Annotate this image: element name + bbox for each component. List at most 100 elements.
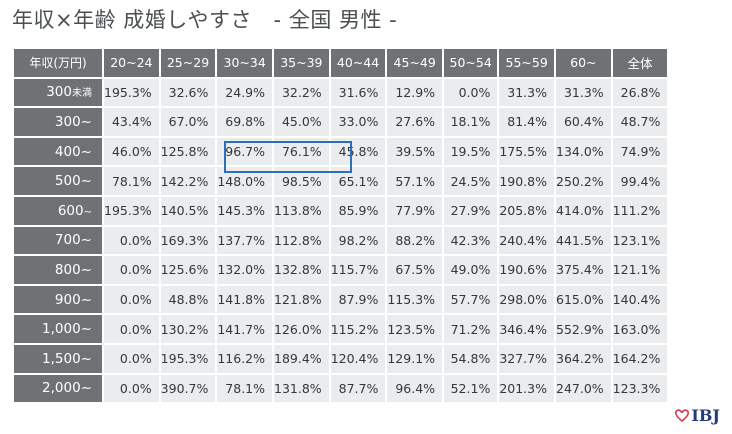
table-cell: 137.7% xyxy=(217,226,273,255)
table-cell: 129.1% xyxy=(387,344,443,373)
row-label: 400~ xyxy=(54,143,92,160)
table-cell: 116.2% xyxy=(217,344,273,373)
table-cell: 85.9% xyxy=(330,196,386,225)
table-cell: 142.2% xyxy=(160,167,216,195)
table-cell: 49.0% xyxy=(444,256,498,284)
column-header: 20~24 xyxy=(104,49,159,77)
table-cell: 48.8% xyxy=(160,285,216,314)
row-label: 1,000~ xyxy=(42,321,92,338)
column-header: 全体 xyxy=(612,49,668,77)
table-cell: 78.1% xyxy=(217,374,273,403)
table-cell: 132.8% xyxy=(274,256,329,284)
row-label: 300~ xyxy=(54,113,92,130)
row-header: 900~ xyxy=(14,285,102,314)
table-cell: 32.6% xyxy=(160,78,216,107)
table-cell: 130.2% xyxy=(160,315,216,343)
table-cell: 45.0% xyxy=(274,108,329,136)
table-row: 400~ 46.0% 125.8% 96.7% 76.1% 45.8% 39.5% 19.5%… xyxy=(14,137,668,166)
table-cell: 43.4% xyxy=(104,108,159,136)
table-cell: 19.5% xyxy=(444,137,498,166)
row-header: 2,000~ xyxy=(14,374,102,403)
table-cell: 250.2% xyxy=(556,167,611,195)
row-label: 900~ xyxy=(54,291,92,308)
table-cell: 201.3% xyxy=(499,374,554,403)
row-header: 700~ xyxy=(14,226,102,255)
table-cell: 327.7% xyxy=(499,344,554,373)
table-cell: 111.2% xyxy=(612,196,668,225)
table-cell: 52.1% xyxy=(444,374,498,403)
table-row: 900~ 0.0% 48.8% 141.8% 121.8% 87.9% 115.3% 57.7… xyxy=(14,285,668,314)
table-cell: 0.0% xyxy=(104,315,159,343)
table-cell: 18.1% xyxy=(444,108,498,136)
table-cell: 31.6% xyxy=(330,78,386,107)
table-cell: 123.5% xyxy=(387,315,443,343)
table-cell: 121.8% xyxy=(274,285,329,314)
table-cell: 96.4% xyxy=(387,374,443,403)
table-cell: 552.9% xyxy=(556,315,611,343)
table-cell: 121.1% xyxy=(612,256,668,284)
column-header: 40~44 xyxy=(330,49,386,77)
table-cell: 12.9% xyxy=(387,78,443,107)
table-cell: 247.0% xyxy=(556,374,611,403)
table-cell: 33.0% xyxy=(330,108,386,136)
table-cell: 115.2% xyxy=(330,315,386,343)
table-cell: 112.8% xyxy=(274,226,329,255)
table-cell: 39.5% xyxy=(387,137,443,166)
table-cell: 190.6% xyxy=(499,256,554,284)
table-cell: 123.3% xyxy=(612,374,668,403)
data-table: 年収(万円) 20~24 25~29 30~34 35~39 40~44 45~… xyxy=(12,47,669,404)
table-cell: 346.4% xyxy=(499,315,554,343)
column-header: 30~34 xyxy=(217,49,273,77)
column-header: 50~54 xyxy=(444,49,498,77)
row-label: 1,500~ xyxy=(42,350,92,367)
table-cell: 240.4% xyxy=(499,226,554,255)
table-cell: 67.0% xyxy=(160,108,216,136)
table-cell: 57.7% xyxy=(444,285,498,314)
row-unit: ~ xyxy=(83,206,92,218)
table-cell: 0.0% xyxy=(104,256,159,284)
table-row: 700~ 0.0% 169.3% 137.7% 112.8% 98.2% 88.2% 42.3… xyxy=(14,226,668,255)
table-cell: 615.0% xyxy=(556,285,611,314)
table-cell: 0.0% xyxy=(104,344,159,373)
row-header: 800~ xyxy=(14,256,102,284)
table-row: 1,500~ 0.0% 195.3% 116.2% 189.4% 120.4% 129.1%… xyxy=(14,344,668,373)
row-header: 1,000~ xyxy=(14,315,102,343)
table-row: 500~ 78.1% 142.2% 148.0% 98.5% 65.1% 57.1% 24.5… xyxy=(14,167,668,195)
table-cell: 414.0% xyxy=(556,196,611,225)
row-header: 300未満 xyxy=(14,78,102,107)
table-cell: 57.1% xyxy=(387,167,443,195)
table-cell: 113.8% xyxy=(274,196,329,225)
row-label: 700~ xyxy=(54,232,92,249)
column-header: 25~29 xyxy=(160,49,216,77)
table-cell: 48.7% xyxy=(612,108,668,136)
table-cell: 140.4% xyxy=(612,285,668,314)
table-cell: 31.3% xyxy=(499,78,554,107)
table-cell: 0.0% xyxy=(104,226,159,255)
table-cell: 148.0% xyxy=(217,167,273,195)
table-cell: 175.5% xyxy=(499,137,554,166)
table-cell: 195.3% xyxy=(104,196,159,225)
table-cell: 67.5% xyxy=(387,256,443,284)
table-cell: 205.8% xyxy=(499,196,554,225)
table-cell: 65.1% xyxy=(330,167,386,195)
table-cell: 42.3% xyxy=(444,226,498,255)
row-label: 600 xyxy=(57,202,84,219)
table-cell: 60.4% xyxy=(556,108,611,136)
table-cell: 169.3% xyxy=(160,226,216,255)
table-cell: 120.4% xyxy=(330,344,386,373)
table-cell: 145.3% xyxy=(217,196,273,225)
table-cell: 76.1% xyxy=(274,137,329,166)
table-cell: 87.7% xyxy=(330,374,386,403)
table-cell: 125.6% xyxy=(160,256,216,284)
table-cell: 71.2% xyxy=(444,315,498,343)
table-cell: 189.4% xyxy=(274,344,329,373)
page-title: 年収×年齢 成婚しやすさ - 全国 男性 - xyxy=(12,8,398,32)
table-cell: 81.4% xyxy=(499,108,554,136)
table-cell: 96.7% xyxy=(217,137,273,166)
row-header: 500~ xyxy=(14,167,102,195)
table-cell: 195.3% xyxy=(160,344,216,373)
column-header: 55~59 xyxy=(499,49,554,77)
column-header: 35~39 xyxy=(274,49,329,77)
table-cell: 98.2% xyxy=(330,226,386,255)
table-cell: 126.0% xyxy=(274,315,329,343)
